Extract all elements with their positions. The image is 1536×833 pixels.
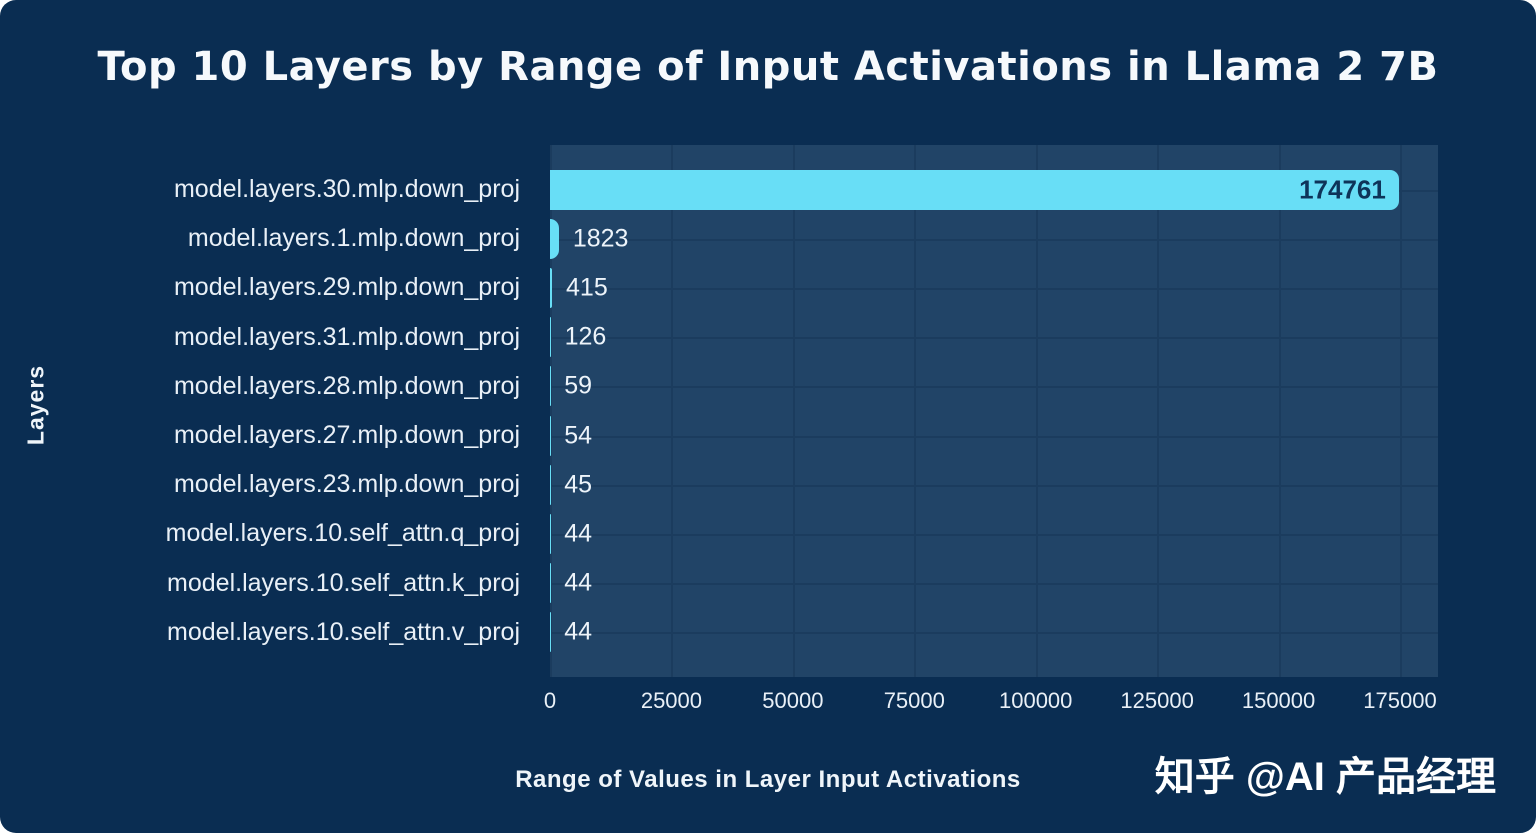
horizontal-gridline (550, 632, 1438, 635)
bar (550, 169, 1399, 210)
bar-row: 415 (550, 263, 1438, 312)
vertical-gridline (1157, 145, 1160, 677)
bar-rows: 174761 1823 415 126 59 54 (550, 145, 1438, 677)
x-axis-title: Range of Values in Layer Input Activatio… (515, 766, 1021, 793)
vertical-gridline (914, 145, 917, 677)
category-labels: model.layers.30.mlp.down_proj model.laye… (40, 145, 520, 677)
bar-value-label: 45 (564, 470, 593, 499)
bar-value-label: 415 (566, 273, 608, 302)
bar-row: 54 (550, 411, 1438, 460)
x-tick-label: 50000 (762, 688, 824, 713)
bar-value-label: 126 (564, 322, 607, 351)
category-label: model.layers.30.mlp.down_proj (173, 175, 520, 204)
category-label: model.layers.31.mlp.down_proj (173, 322, 520, 351)
vertical-gridline (1035, 145, 1038, 677)
x-axis-ticks: 0 25000 50000 75000 100000 125000 150000… (0, 688, 1536, 718)
bar-row: 44 (550, 559, 1438, 608)
bar-row: 44 (550, 509, 1438, 558)
bar-row: 45 (550, 460, 1438, 509)
bar-value-label: 44 (564, 568, 593, 597)
category-label: model.layers.29.mlp.down_proj (173, 273, 520, 302)
bar-value-label: 54 (564, 421, 593, 450)
category-label: model.layers.23.mlp.down_proj (173, 470, 520, 499)
horizontal-gridline (550, 583, 1438, 586)
horizontal-gridline (550, 337, 1438, 340)
category-label: model.layers.27.mlp.down_proj (173, 421, 520, 450)
vertical-gridline (1278, 145, 1281, 677)
category-label: model.layers.28.mlp.down_proj (173, 371, 520, 400)
bar (550, 218, 559, 259)
horizontal-gridline (550, 534, 1438, 536)
bar-row: 174761 (550, 165, 1438, 214)
bar-value-label: 59 (564, 371, 593, 400)
x-tick-label: 150000 (1241, 688, 1316, 713)
bar-value-label: 1823 (572, 224, 629, 253)
horizontal-gridline (550, 238, 1438, 241)
category-label: model.layers.1.mlp.down_proj (187, 224, 520, 253)
x-tick-label: 25000 (640, 688, 703, 713)
vertical-gridline (1400, 145, 1402, 677)
horizontal-gridline (550, 484, 1438, 487)
bar-value-label: 174761 (1299, 174, 1386, 205)
category-label: model.layers.10.self_attn.v_proj (167, 617, 520, 646)
x-tick-label: 175000 (1363, 688, 1437, 713)
vertical-gridline (671, 145, 674, 677)
bar-value-label: 44 (564, 519, 593, 548)
horizontal-gridline (550, 386, 1438, 389)
plot-area: 174761 1823 415 126 59 54 (550, 145, 1438, 677)
x-tick-label: 75000 (883, 688, 945, 713)
gridlines (550, 145, 1438, 677)
bar-row: 59 (550, 362, 1438, 411)
vertical-gridline (792, 145, 795, 677)
bar (550, 317, 551, 358)
bar-row: 126 (550, 313, 1438, 362)
vertical-gridline (550, 145, 552, 677)
watermark: 知乎 @AI 产品经理 (1154, 755, 1496, 799)
chart-title: Top 10 Layers by Range of Input Activati… (97, 44, 1439, 90)
category-label: model.layers.10.self_attn.k_proj (167, 568, 520, 597)
bar-value-label: 44 (564, 617, 593, 646)
horizontal-gridline (550, 435, 1438, 438)
x-tick-label: 100000 (998, 688, 1073, 713)
category-label: model.layers.10.self_attn.q_proj (165, 519, 520, 548)
x-tick-label: 0 (543, 688, 557, 713)
horizontal-gridline (550, 288, 1438, 290)
x-tick-label: 125000 (1120, 688, 1194, 713)
bar (550, 267, 553, 308)
bar-row: 44 (550, 608, 1438, 657)
bar-row: 1823 (550, 214, 1438, 263)
